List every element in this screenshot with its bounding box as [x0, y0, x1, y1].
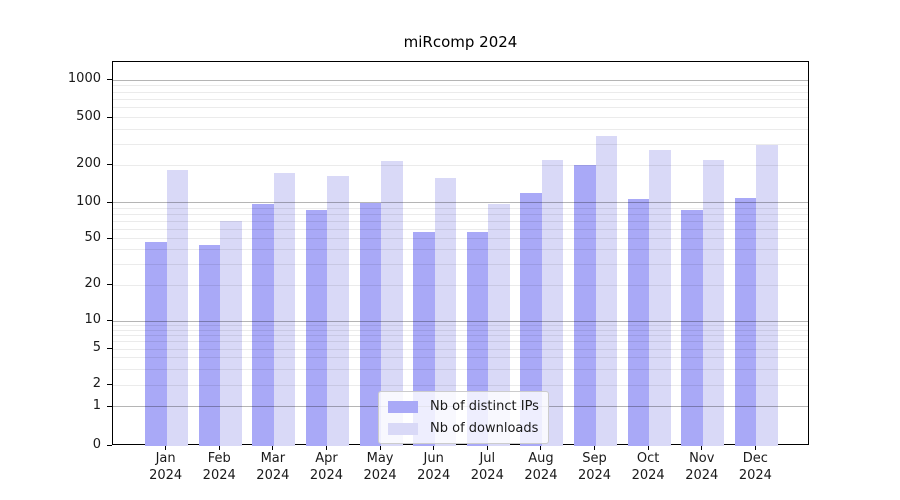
y-tick-label-5: 5 [92, 340, 101, 356]
y-tick-label-100: 100 [76, 193, 101, 209]
bar-downloads-feb [220, 221, 242, 446]
bar-distinct-ips-dec [734, 197, 757, 446]
gridline-minor [113, 98, 808, 100]
bar-distinct-ips-aug [520, 192, 542, 446]
x-tick-label-nov: Nov 2024 [685, 451, 719, 483]
y-tick-mark-5 [107, 348, 112, 349]
y-tick-mark-10 [107, 320, 112, 321]
bar-distinct-ips-nov [681, 209, 703, 446]
x-tick-mark-jul [486, 445, 488, 450]
bar-distinct-ips-oct [627, 199, 650, 446]
bar-downloads-jun [434, 178, 457, 446]
bar-downloads-aug [541, 160, 564, 446]
bar-downloads-jan [166, 169, 189, 446]
x-tick-label-mar: Mar 2024 [256, 451, 290, 483]
gridline-major [113, 79, 808, 81]
y-tick-label-20: 20 [84, 276, 101, 291]
gridline-minor [113, 85, 808, 87]
bar-downloads-jul [488, 203, 510, 446]
bar-distinct-ips-may [359, 202, 382, 446]
bar-downloads-sep [595, 136, 617, 446]
x-tick-label-oct: Oct 2024 [631, 451, 665, 483]
x-tick-mark-mar [272, 445, 274, 450]
y-tick-mark-100 [107, 202, 112, 203]
gridline-minor [113, 91, 808, 93]
y-tick-label-10: 10 [84, 312, 101, 327]
y-tick-mark-500 [107, 117, 112, 118]
y-tick-label-50: 50 [84, 229, 101, 245]
x-tick-mark-oct [647, 445, 649, 450]
gridline-minor [113, 143, 808, 145]
legend-swatch-distinct-ips [388, 400, 418, 413]
y-tick-mark-1 [107, 406, 112, 407]
x-tick-mark-apr [325, 445, 327, 450]
x-tick-mark-nov [701, 445, 703, 450]
x-tick-mark-may [379, 445, 381, 450]
y-tick-label-1000: 1000 [67, 71, 101, 86]
x-tick-label-jul: Jul 2024 [470, 451, 504, 483]
legend-item-downloads: Nb of downloads [388, 419, 539, 438]
chart-title: miRcomp 2024 [403, 33, 518, 51]
legend-label-downloads: Nb of downloads [430, 421, 539, 436]
y-tick-mark-0 [107, 445, 112, 446]
x-tick-label-may: May 2024 [363, 451, 397, 483]
y-tick-mark-1000 [107, 79, 112, 80]
x-tick-label-sep: Sep 2024 [577, 451, 612, 483]
y-tick-label-0: 0 [92, 437, 101, 452]
x-tick-label-jan: Jan 2024 [149, 451, 183, 483]
bar-downloads-oct [649, 149, 671, 446]
bar-distinct-ips-apr [306, 209, 328, 446]
y-tick-label-2: 2 [92, 376, 101, 391]
x-tick-label-dec: Dec 2024 [738, 451, 772, 483]
x-tick-label-apr: Apr 2024 [309, 451, 343, 483]
legend-swatch-downloads [388, 422, 418, 435]
gridline-minor [113, 128, 808, 130]
y-tick-mark-200 [107, 164, 112, 165]
y-tick-label-500: 500 [76, 108, 101, 124]
x-tick-mark-jan [165, 445, 167, 450]
y-tick-mark-20 [107, 284, 112, 285]
legend: Nb of distinct IPs Nb of downloads [378, 391, 549, 444]
y-tick-label-200: 200 [76, 156, 101, 171]
x-tick-mark-jun [433, 445, 435, 450]
x-tick-label-aug: Aug 2024 [524, 451, 558, 483]
y-tick-mark-50 [107, 238, 112, 239]
legend-item-distinct-ips: Nb of distinct IPs [388, 397, 539, 416]
x-tick-mark-dec [754, 445, 756, 450]
x-tick-label-jun: Jun 2024 [417, 451, 451, 483]
bar-downloads-nov [702, 160, 725, 446]
bar-downloads-dec [756, 144, 778, 446]
bar-distinct-ips-feb [198, 245, 221, 446]
x-tick-mark-feb [218, 445, 220, 450]
bar-downloads-apr [327, 176, 349, 446]
bar-downloads-may [381, 161, 403, 446]
bar-distinct-ips-mar [252, 203, 274, 446]
x-tick-mark-aug [540, 445, 542, 450]
bar-distinct-ips-jan [145, 241, 167, 446]
bar-downloads-mar [273, 172, 296, 446]
gridline-minor [113, 107, 808, 109]
y-tick-label-1: 1 [92, 397, 101, 413]
y-tick-mark-2 [107, 384, 112, 385]
plot-area [112, 61, 809, 446]
gridline-minor [113, 117, 808, 119]
x-tick-label-feb: Feb 2024 [202, 451, 236, 483]
bar-distinct-ips-sep [574, 165, 596, 446]
x-tick-mark-sep [594, 445, 596, 450]
legend-label-distinct-ips: Nb of distinct IPs [430, 399, 539, 414]
